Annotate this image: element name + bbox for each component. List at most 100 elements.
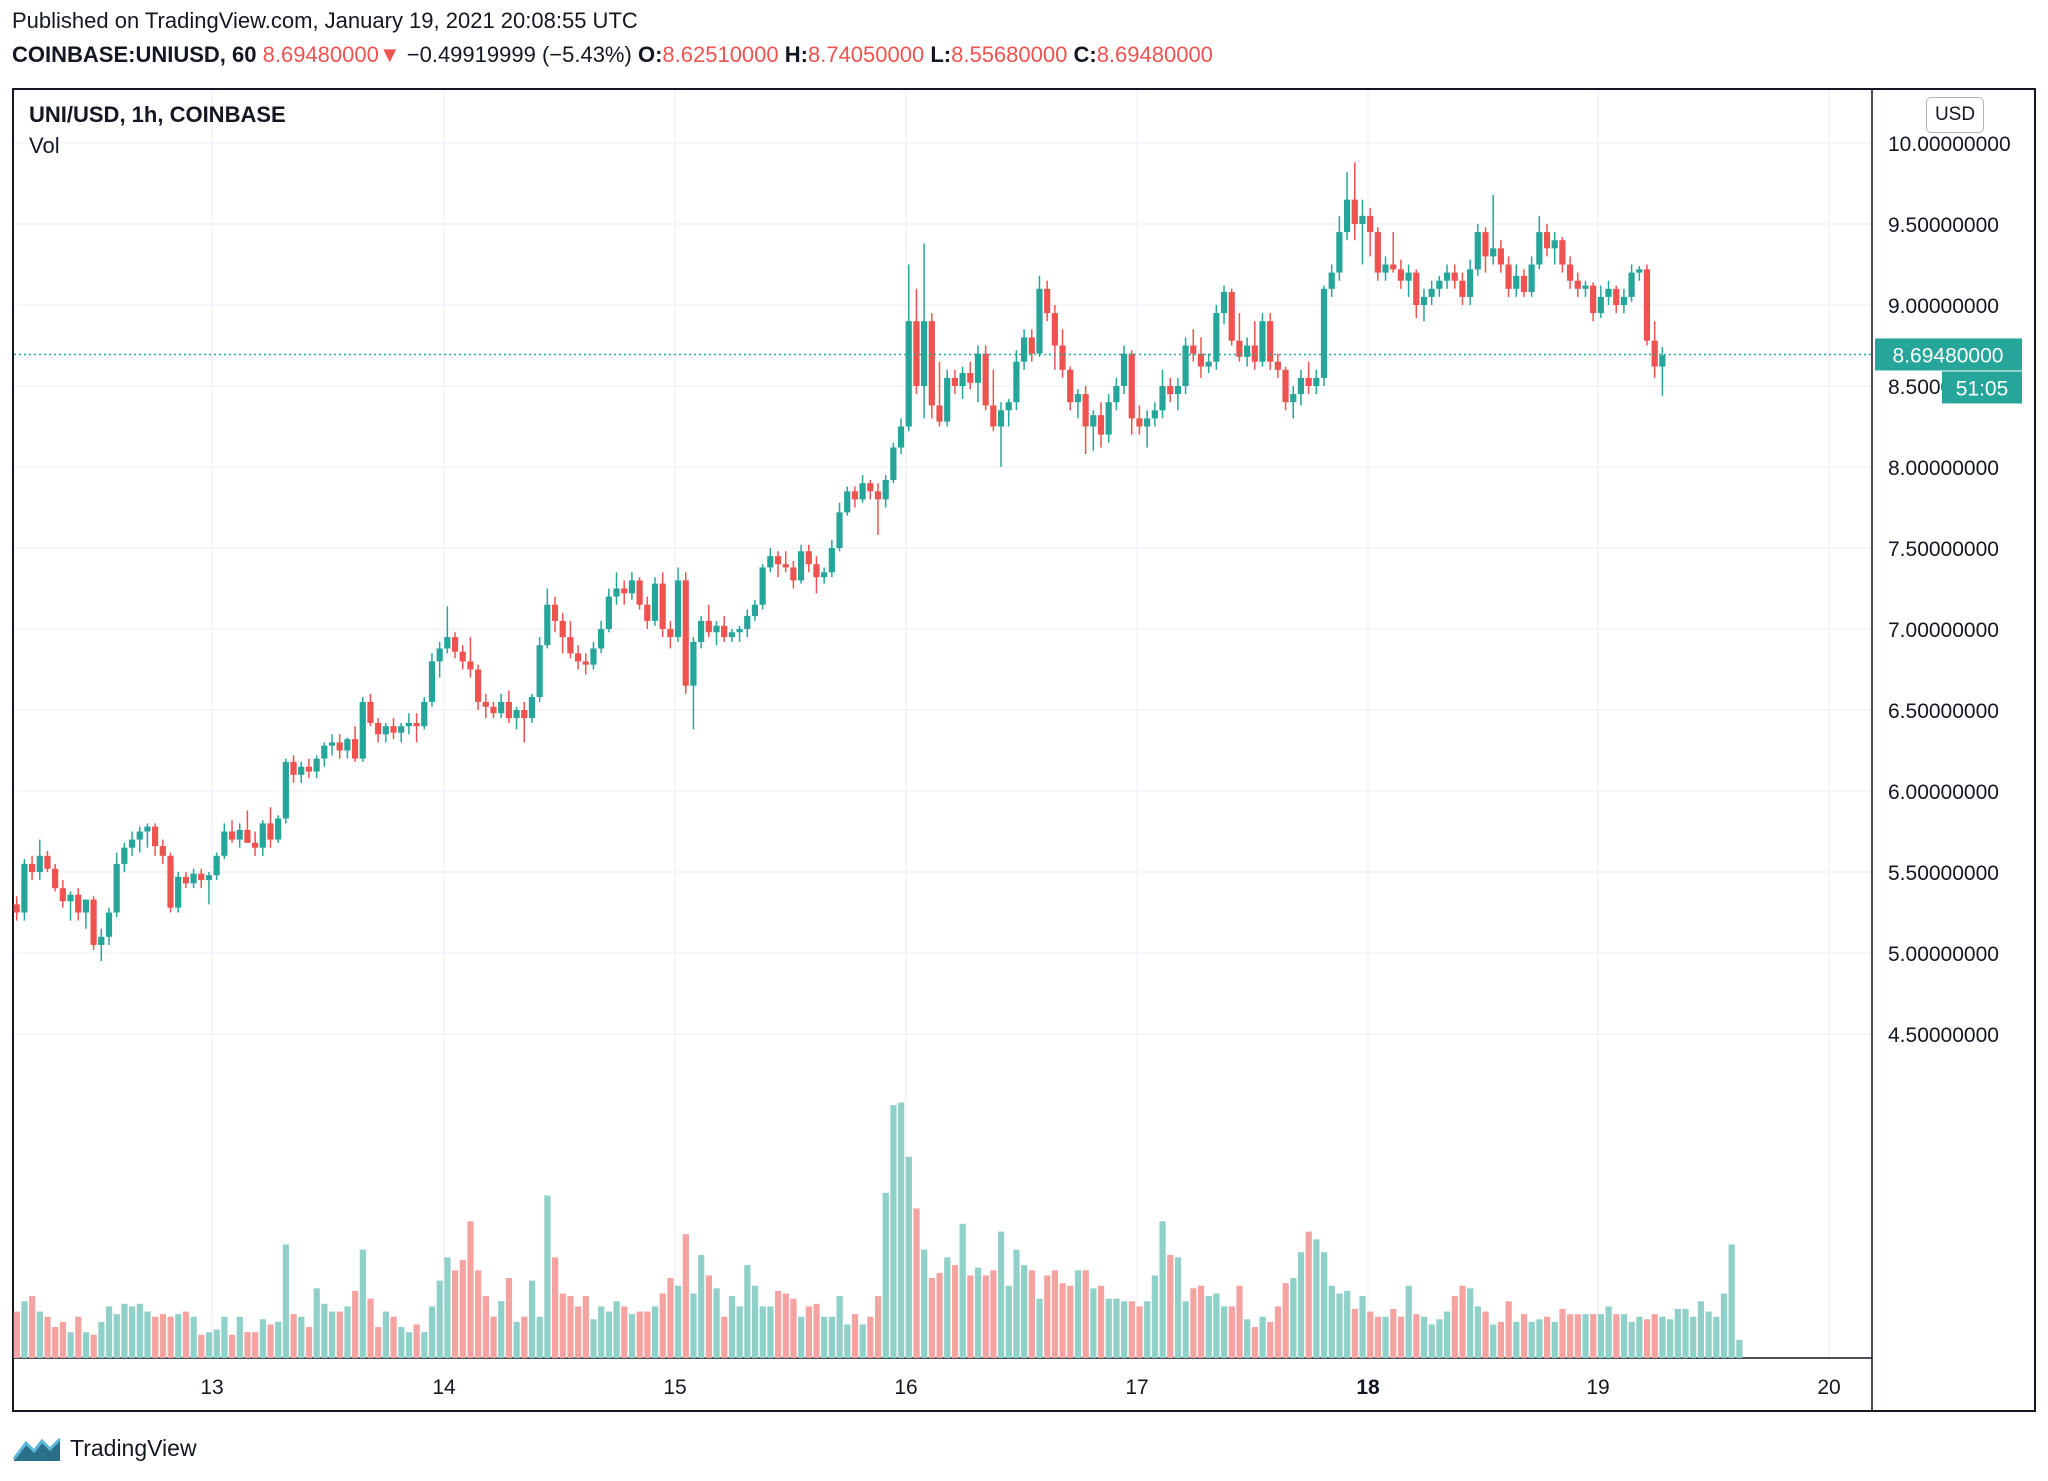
candle-body xyxy=(990,405,997,427)
volume-bar xyxy=(1282,1283,1289,1358)
candle-body xyxy=(698,620,705,642)
volume-bar xyxy=(467,1221,474,1358)
volume-bar xyxy=(936,1272,943,1358)
volume-bar xyxy=(1059,1283,1066,1358)
candle-body xyxy=(1536,232,1543,265)
symbol-label: COINBASE:UNIUSD, 60 xyxy=(12,42,257,67)
volume-bar xyxy=(344,1306,351,1358)
volume-bar xyxy=(1113,1298,1120,1358)
volume-bar xyxy=(82,1332,90,1358)
candle-body xyxy=(44,855,51,869)
volume-bar xyxy=(459,1259,466,1358)
volume-bar xyxy=(298,1316,305,1358)
candle-body xyxy=(1020,337,1028,362)
chart-legend-title: UNI/USD, 1h, COINBASE xyxy=(29,102,286,127)
candle-body xyxy=(828,548,835,573)
volume-bar xyxy=(275,1321,282,1358)
candle-body xyxy=(1197,353,1205,367)
volume-bar xyxy=(205,1332,213,1358)
candle-body xyxy=(1244,345,1251,357)
volume-bar xyxy=(405,1332,413,1358)
candle-body xyxy=(1313,377,1320,386)
candle-body xyxy=(267,823,274,840)
volume-bar xyxy=(813,1303,820,1358)
volume-bar xyxy=(44,1316,51,1358)
footer-brand[interactable]: TradingView xyxy=(12,1430,197,1466)
candle-body xyxy=(1467,269,1474,297)
candle-body xyxy=(959,373,966,386)
volume-bar xyxy=(1351,1308,1358,1358)
volume-bar xyxy=(898,1102,905,1358)
y-tick-label: 9.00000000 xyxy=(1888,295,1999,318)
y-tick-label: 4.50000000 xyxy=(1888,1024,1999,1047)
volume-bar xyxy=(567,1296,574,1358)
volume-bar xyxy=(1405,1285,1412,1358)
candle-body xyxy=(1128,353,1135,419)
candle-body xyxy=(75,894,82,913)
volume-bar xyxy=(113,1314,120,1358)
currency-button[interactable]: USD xyxy=(1926,97,1984,133)
candle-body xyxy=(244,829,251,843)
volume-bar xyxy=(1628,1321,1635,1358)
candle-body xyxy=(367,701,374,723)
candle-body xyxy=(1105,402,1112,435)
candle-body xyxy=(336,742,343,751)
volume-bar xyxy=(590,1319,597,1358)
candle-body xyxy=(1443,272,1451,281)
candle-body xyxy=(1051,313,1058,346)
close-value: 8.69480000 xyxy=(1096,42,1213,67)
candle-body xyxy=(1036,288,1043,354)
candle-body xyxy=(1597,296,1604,314)
candle-body xyxy=(1582,285,1589,289)
x-tick-label: 14 xyxy=(432,1376,456,1399)
candle-body xyxy=(90,899,97,945)
candle-body xyxy=(897,426,905,448)
candle-body xyxy=(398,726,405,733)
volume-bar xyxy=(828,1316,836,1358)
volume-bar xyxy=(552,1257,559,1358)
candle-body xyxy=(951,377,958,386)
candle-body xyxy=(1144,418,1151,427)
candle-body xyxy=(974,353,982,383)
volume-bar xyxy=(221,1316,228,1358)
candle-body xyxy=(521,710,528,719)
candle-body xyxy=(582,661,589,665)
volume-bar xyxy=(1367,1311,1374,1358)
candle-body xyxy=(1290,394,1297,403)
candle-body xyxy=(290,761,297,775)
volume-bar xyxy=(728,1296,736,1358)
candle-body xyxy=(890,447,897,480)
candle-body xyxy=(659,583,666,629)
volume-bar xyxy=(805,1306,812,1358)
candle-body xyxy=(1359,215,1366,224)
volume-bar xyxy=(290,1314,297,1358)
candle-body xyxy=(536,645,543,698)
volume-bar xyxy=(698,1254,705,1358)
volume-bar xyxy=(867,1316,874,1358)
volume-bar xyxy=(1244,1319,1251,1358)
published-info: Published on TradingView.com, January 19… xyxy=(12,8,638,33)
volume-bar xyxy=(398,1327,405,1358)
candle-body xyxy=(1136,418,1143,427)
volume-bar xyxy=(1074,1270,1082,1358)
volume-bar xyxy=(1328,1285,1335,1358)
candle-body xyxy=(436,648,443,662)
volume-bar xyxy=(13,1311,20,1358)
volume-bar xyxy=(213,1329,220,1358)
candle-body xyxy=(305,766,313,772)
candle-body xyxy=(1328,272,1335,289)
volume-bar xyxy=(1705,1311,1712,1358)
close-label: C: xyxy=(1073,42,1097,67)
volume-bar xyxy=(775,1290,782,1358)
candle-body xyxy=(1236,340,1243,357)
candle-body xyxy=(667,629,674,638)
candle-body xyxy=(1513,275,1520,289)
volume-bar xyxy=(475,1270,482,1358)
candle-body xyxy=(921,321,928,386)
volume-bar xyxy=(921,1249,928,1358)
candle-body xyxy=(867,483,874,492)
volume-bar xyxy=(782,1293,789,1358)
countdown-badge xyxy=(1942,371,2022,404)
candle-body xyxy=(605,596,612,629)
